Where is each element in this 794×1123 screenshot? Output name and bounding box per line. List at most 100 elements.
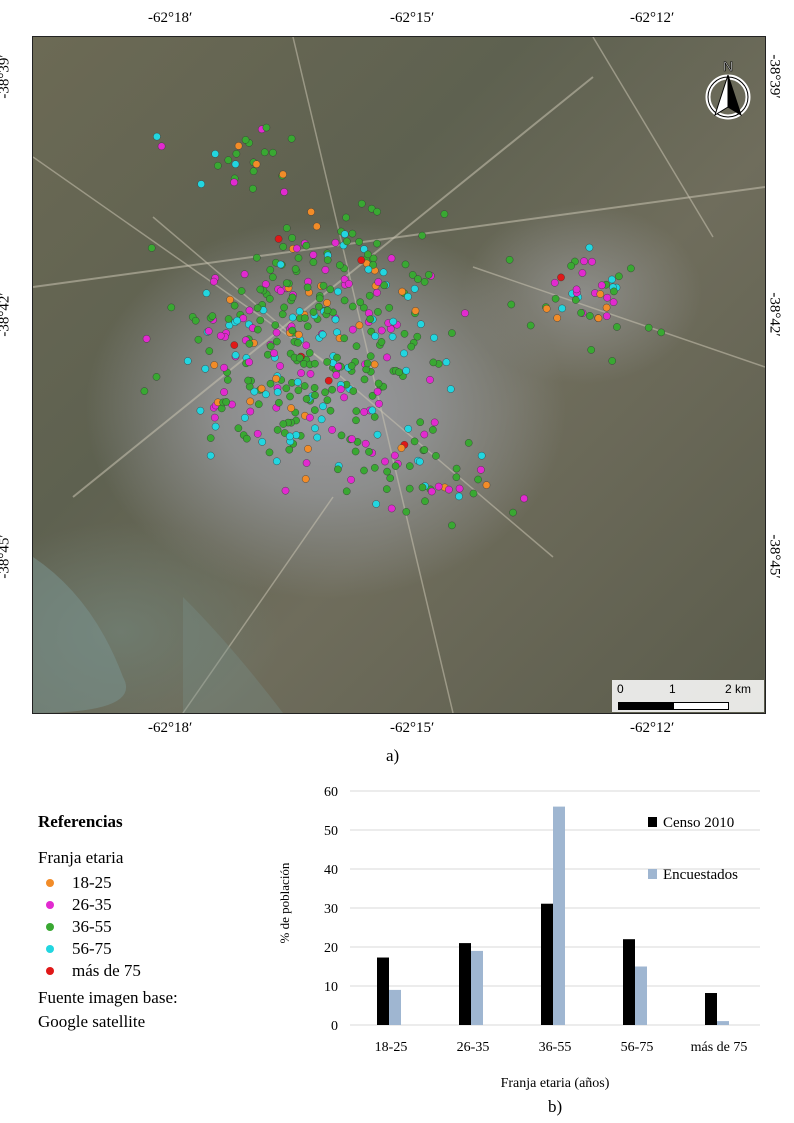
sample-point [260,148,269,157]
sample-point [253,429,262,438]
sample-point [551,294,560,303]
sample-point [587,346,596,354]
sample-point [596,290,605,298]
sample-point [440,210,449,218]
sample-point [293,378,302,386]
sample-point [244,376,252,385]
sample-point [421,497,429,506]
sample-point [295,307,304,316]
sample-point [237,287,246,295]
sample-point [204,327,213,336]
sample-point [347,362,356,370]
sample-point [558,304,566,313]
sample-point [474,475,482,484]
chart-x-tick-label: 56-75 [621,1040,654,1055]
sample-point [373,239,381,248]
sample-point [402,507,411,516]
sample-point [366,315,375,323]
sample-point [205,347,214,355]
legend-item-label: 26-35 [72,895,112,914]
sample-point [567,262,575,270]
chart-x-tick-label: más de 75 [691,1040,748,1055]
sample-point [418,483,427,492]
sample-point [603,312,611,320]
sample-point [295,353,304,362]
sample-point [328,426,336,434]
sample-point [258,438,266,446]
sample-point [234,142,243,150]
sample-point [245,339,254,348]
sample-point [379,268,388,277]
sample-point [551,278,559,287]
sample-point [609,298,618,307]
sample-point [357,256,366,264]
sample-point [294,386,303,395]
sample-point [245,358,253,367]
chart-bar-encuestados [635,966,647,1025]
chart-x-tick-label: 26-35 [457,1040,490,1055]
sample-point [364,250,372,259]
map-water [33,557,283,713]
sample-point [455,484,464,493]
sample-point [307,208,315,216]
sample-point [352,416,360,425]
sample-point [311,391,319,400]
bottom-lon-label-3: -62°12′ [630,720,675,736]
sample-point [395,368,403,377]
sample-point [294,338,302,347]
sample-point [360,375,369,384]
chart-legend-label: Censo 2010 [663,815,734,831]
sample-point [312,222,321,231]
sample-point [323,306,332,315]
scale-bar: 0 1 2 km [612,680,764,712]
source-line-2: Google satellite [38,1012,146,1031]
sample-point [385,303,394,312]
sample-point [585,243,594,252]
sample-point [313,433,322,442]
sample-point [211,150,219,158]
sample-point [231,351,240,360]
sample-point [588,257,596,266]
sample-point [326,406,335,415]
sample-point [572,285,581,294]
sample-point [311,359,319,368]
sample-point [272,328,281,337]
sample-point [292,431,301,439]
sample-point [366,352,375,361]
sample-point [286,432,294,441]
sample-point [315,302,323,311]
sample-point [477,465,485,474]
sample-point [208,312,217,320]
sample-point [242,434,251,443]
sample-point [594,314,603,323]
sample-point [301,475,310,483]
sample-point [448,521,456,530]
sample-point [526,321,535,330]
satellite-map: N 0 1 2 km [32,36,766,714]
sample-point [615,272,623,281]
legend-title: Referencias [38,812,123,831]
sample-point [404,424,413,433]
sample-point [340,296,349,305]
sample-point [627,264,635,273]
panel-label-a: a) [386,746,400,765]
sample-point [279,420,288,428]
sample-point [386,474,395,483]
sample-point [324,376,333,385]
sample-point [300,382,309,390]
sample-point [580,257,588,265]
sample-point [414,275,422,283]
sample-point [411,306,420,315]
sample-point [280,188,288,196]
chart-bar-censo [705,993,717,1025]
sample-point [220,388,228,396]
sample-point [586,312,594,320]
legend-item-label: 18-25 [72,873,112,892]
chart-bar-censo [623,939,635,1025]
sample-point [364,265,373,274]
sample-point [452,464,461,473]
sample-point [323,358,331,366]
sample-point [272,457,281,466]
sample-point [477,451,486,460]
sample-point [157,142,166,151]
